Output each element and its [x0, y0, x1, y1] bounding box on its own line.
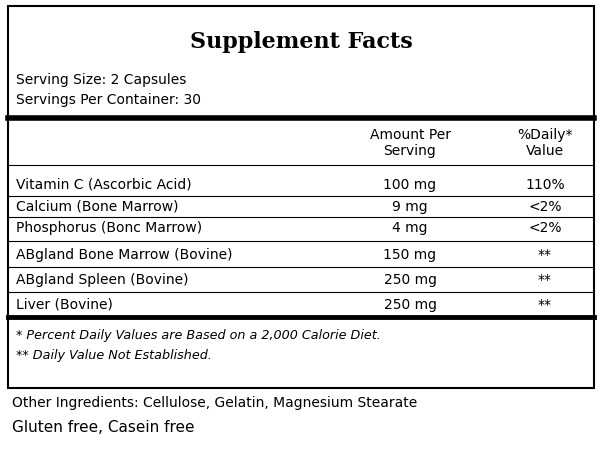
- Bar: [8, 6, 594, 388]
- Text: <2%: <2%: [528, 221, 562, 235]
- Text: Amount Per
Serving: Amount Per Serving: [370, 128, 451, 158]
- Text: 9 mg: 9 mg: [392, 200, 428, 214]
- Text: * Percent Daily Values are Based on a 2,000 Calorie Diet.: * Percent Daily Values are Based on a 2,…: [16, 329, 381, 341]
- Text: 110%: 110%: [525, 178, 565, 192]
- Text: <2%: <2%: [528, 200, 562, 214]
- Text: ** Daily Value Not Established.: ** Daily Value Not Established.: [16, 349, 212, 361]
- Text: ABgland Spleen (Bovine): ABgland Spleen (Bovine): [16, 273, 188, 287]
- Text: **: **: [538, 298, 552, 312]
- Text: Calcium (Bone Marrow): Calcium (Bone Marrow): [16, 200, 179, 214]
- Text: Phosphorus (Bonc Marrow): Phosphorus (Bonc Marrow): [16, 221, 202, 235]
- Text: **: **: [538, 248, 552, 262]
- Text: 250 mg: 250 mg: [384, 273, 437, 287]
- Text: Other Ingredients: Cellulose, Gelatin, Magnesium Stearate: Other Ingredients: Cellulose, Gelatin, M…: [12, 396, 417, 410]
- Text: 4 mg: 4 mg: [392, 221, 428, 235]
- Text: Servings Per Container: 30: Servings Per Container: 30: [16, 93, 201, 107]
- Text: Gluten free, Casein free: Gluten free, Casein free: [12, 420, 195, 435]
- Text: 150 mg: 150 mg: [384, 248, 437, 262]
- Text: Supplement Facts: Supplement Facts: [190, 31, 412, 53]
- Text: **: **: [538, 273, 552, 287]
- Text: 250 mg: 250 mg: [384, 298, 437, 312]
- Text: 100 mg: 100 mg: [384, 178, 437, 192]
- Text: %Daily*
Value: %Daily* Value: [517, 128, 573, 158]
- Text: Serving Size: 2 Capsules: Serving Size: 2 Capsules: [16, 73, 187, 87]
- Text: Liver (Bovine): Liver (Bovine): [16, 298, 113, 312]
- Text: Vitamin C (Ascorbic Acid): Vitamin C (Ascorbic Acid): [16, 178, 192, 192]
- Text: ABgland Bone Marrow (Bovine): ABgland Bone Marrow (Bovine): [16, 248, 232, 262]
